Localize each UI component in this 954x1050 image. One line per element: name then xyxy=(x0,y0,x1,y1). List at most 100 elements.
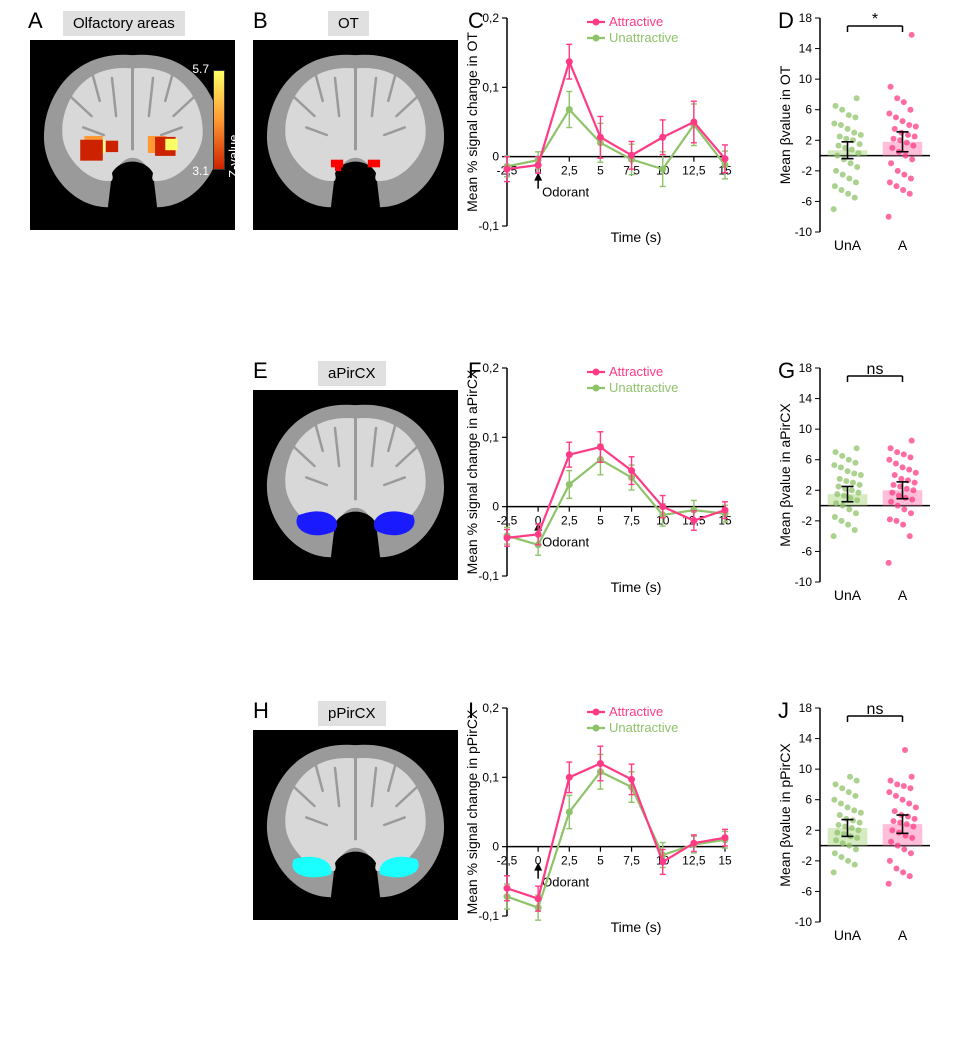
svg-text:2,5: 2,5 xyxy=(561,514,578,528)
scatter-point xyxy=(831,206,837,212)
scatter-point xyxy=(892,808,898,814)
scatter-point xyxy=(907,107,913,113)
scatter-point xyxy=(846,789,852,795)
scatter-point xyxy=(907,533,913,539)
scatter-point xyxy=(831,462,837,468)
scatter-point xyxy=(908,176,914,182)
scatter-point xyxy=(906,122,912,128)
scatter-point xyxy=(857,482,863,488)
scatter-point xyxy=(843,136,849,142)
panel-title-A: Olfactory areas xyxy=(63,11,185,36)
scatter-point xyxy=(837,812,843,818)
brain-svg-E xyxy=(253,390,458,580)
svg-text:18: 18 xyxy=(799,361,813,375)
panel-label-B: B xyxy=(253,8,268,34)
scatter-point xyxy=(852,460,858,466)
scatter-point xyxy=(898,476,904,482)
timeseries-I: -0,100,10,2-2,502,557,51012,515Time (s)M… xyxy=(463,698,733,958)
x-cat-label: A xyxy=(898,587,908,603)
scatter-point xyxy=(888,499,894,505)
scatter-point xyxy=(845,858,851,864)
scatter-point xyxy=(886,789,892,795)
scatter-point xyxy=(839,107,845,113)
scatter-point xyxy=(888,445,894,451)
scatter-point xyxy=(836,483,842,489)
scatter-point xyxy=(857,141,863,147)
odorant-label: Odorant xyxy=(542,535,589,550)
svg-text:-6: -6 xyxy=(801,544,812,558)
scatter-point xyxy=(904,821,910,827)
scatter-point xyxy=(845,468,851,474)
svg-text:10: 10 xyxy=(799,762,813,776)
scatter-point xyxy=(838,854,844,860)
svg-text:6: 6 xyxy=(805,453,812,467)
scatter-point xyxy=(838,518,844,524)
svg-text:-2: -2 xyxy=(801,514,812,528)
scatter-point xyxy=(910,823,916,829)
ylabel: Mean βvalue in pPirCX xyxy=(777,743,793,887)
svg-text:15: 15 xyxy=(718,854,732,868)
timeseries-F: -0,100,10,2-2,502,557,51012,515Time (s)M… xyxy=(463,358,733,618)
scatter-point xyxy=(900,118,906,124)
scatter-point xyxy=(846,112,852,118)
svg-text:-10: -10 xyxy=(795,915,813,929)
scatter-point xyxy=(893,114,899,120)
scatter-point xyxy=(887,179,893,185)
scatter-point xyxy=(900,869,906,875)
svg-text:0: 0 xyxy=(492,150,499,164)
svg-text:-2: -2 xyxy=(801,854,812,868)
scatter-point xyxy=(912,133,918,139)
scatter-point xyxy=(913,124,919,130)
scatter-point xyxy=(838,801,844,807)
svg-text:0,1: 0,1 xyxy=(482,80,499,94)
svg-text:-2,5: -2,5 xyxy=(497,854,518,868)
svg-text:6: 6 xyxy=(805,793,812,807)
scatter-point xyxy=(888,778,894,784)
legend-attractive: Attractive xyxy=(609,14,663,29)
scatter-point xyxy=(889,490,895,496)
brain-svg-B xyxy=(253,40,458,230)
scatter-point xyxy=(852,114,858,120)
scatter-point xyxy=(891,482,897,488)
scatter-point xyxy=(901,783,907,789)
scatter-point xyxy=(854,778,860,784)
ylabel: Mean % signal change in aPirCX xyxy=(464,369,480,574)
scatter-point xyxy=(905,132,911,138)
scatter-point xyxy=(840,840,846,846)
x-cat-label: A xyxy=(898,927,908,943)
svg-text:0,1: 0,1 xyxy=(482,430,499,444)
scatter-point xyxy=(841,493,847,499)
scatter-point xyxy=(912,480,918,486)
xlabel: Time (s) xyxy=(611,229,662,245)
scatter-point xyxy=(838,464,844,470)
scatter-point xyxy=(909,835,915,841)
scatter-point xyxy=(833,103,839,109)
scatter-point xyxy=(857,820,863,826)
scatter-point xyxy=(913,470,919,476)
panel-label-A: A xyxy=(28,8,43,34)
svg-text:0: 0 xyxy=(492,500,499,514)
scatter-point xyxy=(904,140,910,146)
significance-label: ns xyxy=(867,701,884,718)
colorbar-bot: 3.1 xyxy=(192,164,209,178)
scatter-point xyxy=(893,793,899,799)
scatter-point xyxy=(845,191,851,197)
scatter-point xyxy=(892,126,898,132)
scatter-point xyxy=(847,774,853,780)
scatter-point xyxy=(848,495,854,501)
scatter-point xyxy=(849,825,855,831)
scatter-point xyxy=(846,457,852,463)
svg-text:10: 10 xyxy=(799,72,813,86)
scatter-point xyxy=(834,830,840,836)
svg-text:0,2: 0,2 xyxy=(482,701,499,715)
colorbar-top: 5.7 xyxy=(192,62,209,76)
scatter-point xyxy=(853,179,859,185)
scatter-point xyxy=(845,804,851,810)
svg-text:14: 14 xyxy=(799,732,813,746)
scatter-point xyxy=(913,804,919,810)
ylabel: Mean % signal change in OT xyxy=(464,32,480,212)
scatter-point xyxy=(901,99,907,105)
svg-text:-0,1: -0,1 xyxy=(478,569,499,583)
scatter-point xyxy=(904,486,910,492)
brain-image-A: 5.73.1Z-value xyxy=(30,40,235,230)
